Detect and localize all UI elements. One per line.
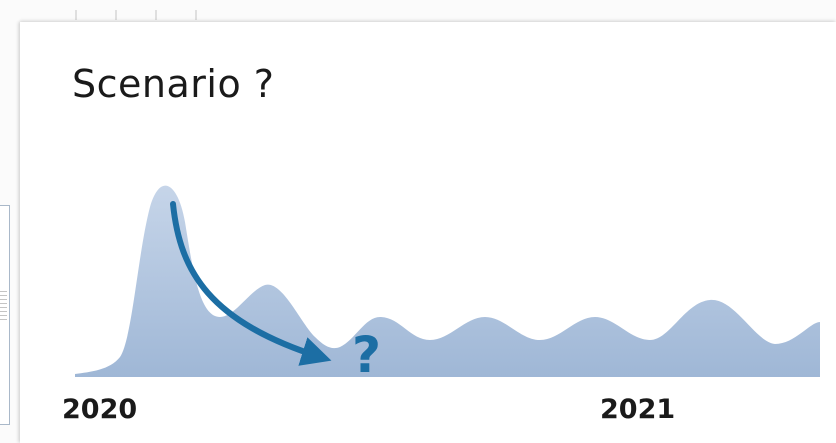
background-slide-thumbnail (0, 205, 10, 425)
year-label-start: 2020 (62, 394, 138, 425)
slide: Scenario ? ? 2020 2021 (20, 22, 836, 443)
background-slide-header (75, 10, 235, 20)
case-wave-area (75, 185, 820, 377)
thumbnail-text-lines (0, 291, 7, 321)
year-label-end: 2021 (600, 394, 676, 425)
wave-graphic (75, 185, 820, 377)
curved-down-arrow-icon (170, 201, 332, 366)
question-mark: ? (352, 326, 382, 384)
slide-title: Scenario ? (72, 62, 275, 106)
